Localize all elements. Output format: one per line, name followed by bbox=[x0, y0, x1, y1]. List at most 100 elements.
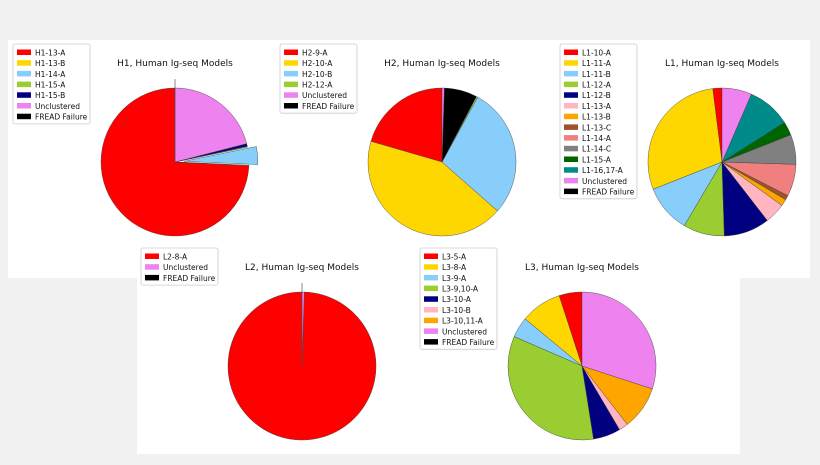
legend-swatch bbox=[564, 167, 578, 173]
legend-entry-unclustered: Unclustered bbox=[442, 327, 487, 336]
legend-entry-l1-13-a: L1-13-A bbox=[582, 102, 612, 111]
pie-chart-l3-human-ig-seq-models: L3, Human Ig-seq Models L3-5-A L3-8-A L3-9-… bbox=[419, 247, 657, 441]
legend-entry-unclustered: Unclustered bbox=[163, 263, 208, 272]
legend-swatch bbox=[424, 328, 438, 334]
legend-swatch bbox=[284, 81, 298, 88]
legend-entry-fread-failure: FREAD Failure bbox=[163, 274, 216, 283]
legend-entry-h1-15-b: H1-15-B bbox=[35, 91, 65, 100]
chart-title: L1, Human Ig-seq Models bbox=[665, 59, 779, 69]
legend-entry-l1-13-b: L1-13-B bbox=[582, 113, 611, 122]
legend-entry-fread-failure: FREAD Failure bbox=[442, 338, 495, 347]
legend-swatch bbox=[17, 70, 31, 77]
legend-swatch bbox=[564, 135, 578, 141]
legend-swatch bbox=[284, 103, 298, 109]
legend-entry-l1-15-a: L1-15-A bbox=[582, 155, 612, 164]
legend: L2-8-A Unclustered FREAD Failure bbox=[140, 247, 219, 286]
legend-entry-h2-9-a: H2-9-A bbox=[302, 48, 328, 57]
legend-swatch bbox=[564, 188, 578, 195]
legend-entry-l1-14-a: L1-14-A bbox=[582, 134, 612, 143]
chart-title: L2, Human Ig-seq Models bbox=[245, 263, 359, 273]
legend-swatch bbox=[145, 274, 159, 281]
legend-frame bbox=[559, 43, 638, 200]
pie-slice-unclustered bbox=[174, 87, 247, 163]
legend-swatch bbox=[424, 317, 438, 324]
pie-slice-h1-14-a bbox=[183, 146, 259, 165]
legend-swatch bbox=[17, 81, 31, 88]
legend-swatch bbox=[424, 264, 438, 270]
legend-entry-l1-16-17-a: L1-16,17-A bbox=[582, 166, 624, 175]
chart-title: H2, Human Ig-seq Models bbox=[384, 59, 500, 69]
legend-entry-unclustered: Unclustered bbox=[35, 102, 80, 111]
legend-swatch bbox=[564, 60, 578, 66]
legend-entry-fread-failure: FREAD Failure bbox=[35, 113, 88, 122]
pie-slice-l3-9-10-a bbox=[507, 336, 594, 441]
chart-title: H1, Human Ig-seq Models bbox=[117, 59, 233, 69]
pie-chart-l2-human-ig-seq-models: L2, Human Ig-seq Models L2-8-A Unclustered… bbox=[140, 247, 377, 441]
legend-entry-l1-14-c: L1-14-C bbox=[582, 145, 611, 154]
legend: L1-10-A L1-11-A L1-11-B L1-12-AL1-12-B L1-13… bbox=[559, 43, 638, 200]
legend-entry-l1-13-c: L1-13-C bbox=[582, 123, 611, 132]
legend-entry-l3-9-a: L3-9-A bbox=[442, 274, 467, 283]
legend-swatch bbox=[564, 124, 578, 130]
legend-entry-h1-13-b: H1-13-B bbox=[35, 59, 65, 68]
legend-swatch bbox=[564, 145, 578, 152]
legend-swatch bbox=[17, 60, 31, 66]
legend-swatch bbox=[284, 92, 298, 98]
legend-swatch bbox=[284, 49, 298, 55]
legend-frame bbox=[12, 43, 91, 125]
legend-swatch bbox=[17, 92, 31, 98]
legend-swatch bbox=[564, 49, 578, 55]
chart-title: L3, Human Ig-seq Models bbox=[525, 263, 639, 273]
pie-slice-h2-10-a bbox=[367, 141, 498, 237]
pie-slice-h2-9-a bbox=[370, 87, 443, 163]
legend: H1-13-A H1-13-B H1-14-A H1-15-AH1-15-B Unclu… bbox=[12, 43, 91, 125]
pie-slice-unclustered bbox=[721, 87, 752, 163]
legend-entry-h2-12-a: H2-12-A bbox=[302, 81, 333, 90]
legend-entry-l1-11-a: L1-11-A bbox=[582, 59, 612, 68]
legend-entry-h2-10-a: H2-10-A bbox=[302, 59, 333, 68]
legend-entry-l3-8-a: L3-8-A bbox=[442, 263, 467, 272]
legend-entry-l3-10-a: L3-10-A bbox=[442, 295, 472, 304]
pie-slice-unclustered bbox=[581, 291, 657, 390]
legend-entry-l3-10-11-a: L3-10,11-A bbox=[442, 317, 484, 326]
legend-swatch bbox=[424, 285, 438, 292]
legend-entry-unclustered: Unclustered bbox=[302, 91, 347, 100]
legend-swatch bbox=[424, 296, 438, 302]
legend-swatch bbox=[424, 253, 438, 259]
legend-entry-h1-14-a: H1-14-A bbox=[35, 70, 66, 79]
legend-entry-fread-failure: FREAD Failure bbox=[302, 102, 355, 111]
legend-frame bbox=[140, 247, 219, 286]
legend-swatch bbox=[145, 264, 159, 270]
pie-slice-h1-13-b bbox=[174, 161, 250, 166]
legend-swatch bbox=[17, 49, 31, 55]
pie-chart-h1-human-ig-seq-models: H1, Human Ig-seq Models H1-13-A H1-13-B H1-… bbox=[12, 43, 259, 237]
legend-swatch bbox=[17, 103, 31, 109]
legend-entry-l1-12-b: L1-12-B bbox=[582, 91, 611, 100]
pie-chart-l1-human-ig-seq-models: L1, Human Ig-seq ModelsL1-10-AL1-11-AL1-… bbox=[559, 43, 797, 237]
legend-swatch bbox=[424, 307, 438, 313]
legend-frame bbox=[419, 247, 498, 350]
legend-swatch bbox=[284, 60, 298, 66]
legend-swatch bbox=[564, 177, 578, 184]
legend-entry-l2-8-a: L2-8-A bbox=[163, 252, 188, 261]
legend-swatch bbox=[284, 70, 298, 77]
pie-slice-unclustered bbox=[441, 87, 445, 163]
legend-swatch bbox=[424, 339, 438, 345]
legend-swatch bbox=[564, 156, 578, 162]
legend-entry-h2-10-b: H2-10-B bbox=[302, 70, 332, 79]
legend-swatch bbox=[145, 253, 159, 259]
legend-entry-l3-9-10-a: L3-9,10-A bbox=[442, 285, 479, 294]
legend-entry-fread-failure: FREAD Failure bbox=[582, 188, 635, 197]
legend-swatch bbox=[17, 113, 31, 120]
legend: L3-5-A L3-8-A L3-9-A L3-9,10-AL3-10-A L3-10-… bbox=[419, 247, 498, 350]
legend-swatch bbox=[564, 103, 578, 109]
legend-swatch bbox=[564, 113, 578, 120]
legend-entry-l1-11-b: L1-11-B bbox=[582, 70, 611, 79]
legend-frame bbox=[279, 43, 358, 114]
pie-slice-h2-10-b bbox=[441, 96, 517, 212]
legend-entry-h1-13-a: H1-13-A bbox=[35, 48, 66, 57]
legend-swatch bbox=[564, 81, 578, 88]
legend-swatch bbox=[564, 92, 578, 98]
